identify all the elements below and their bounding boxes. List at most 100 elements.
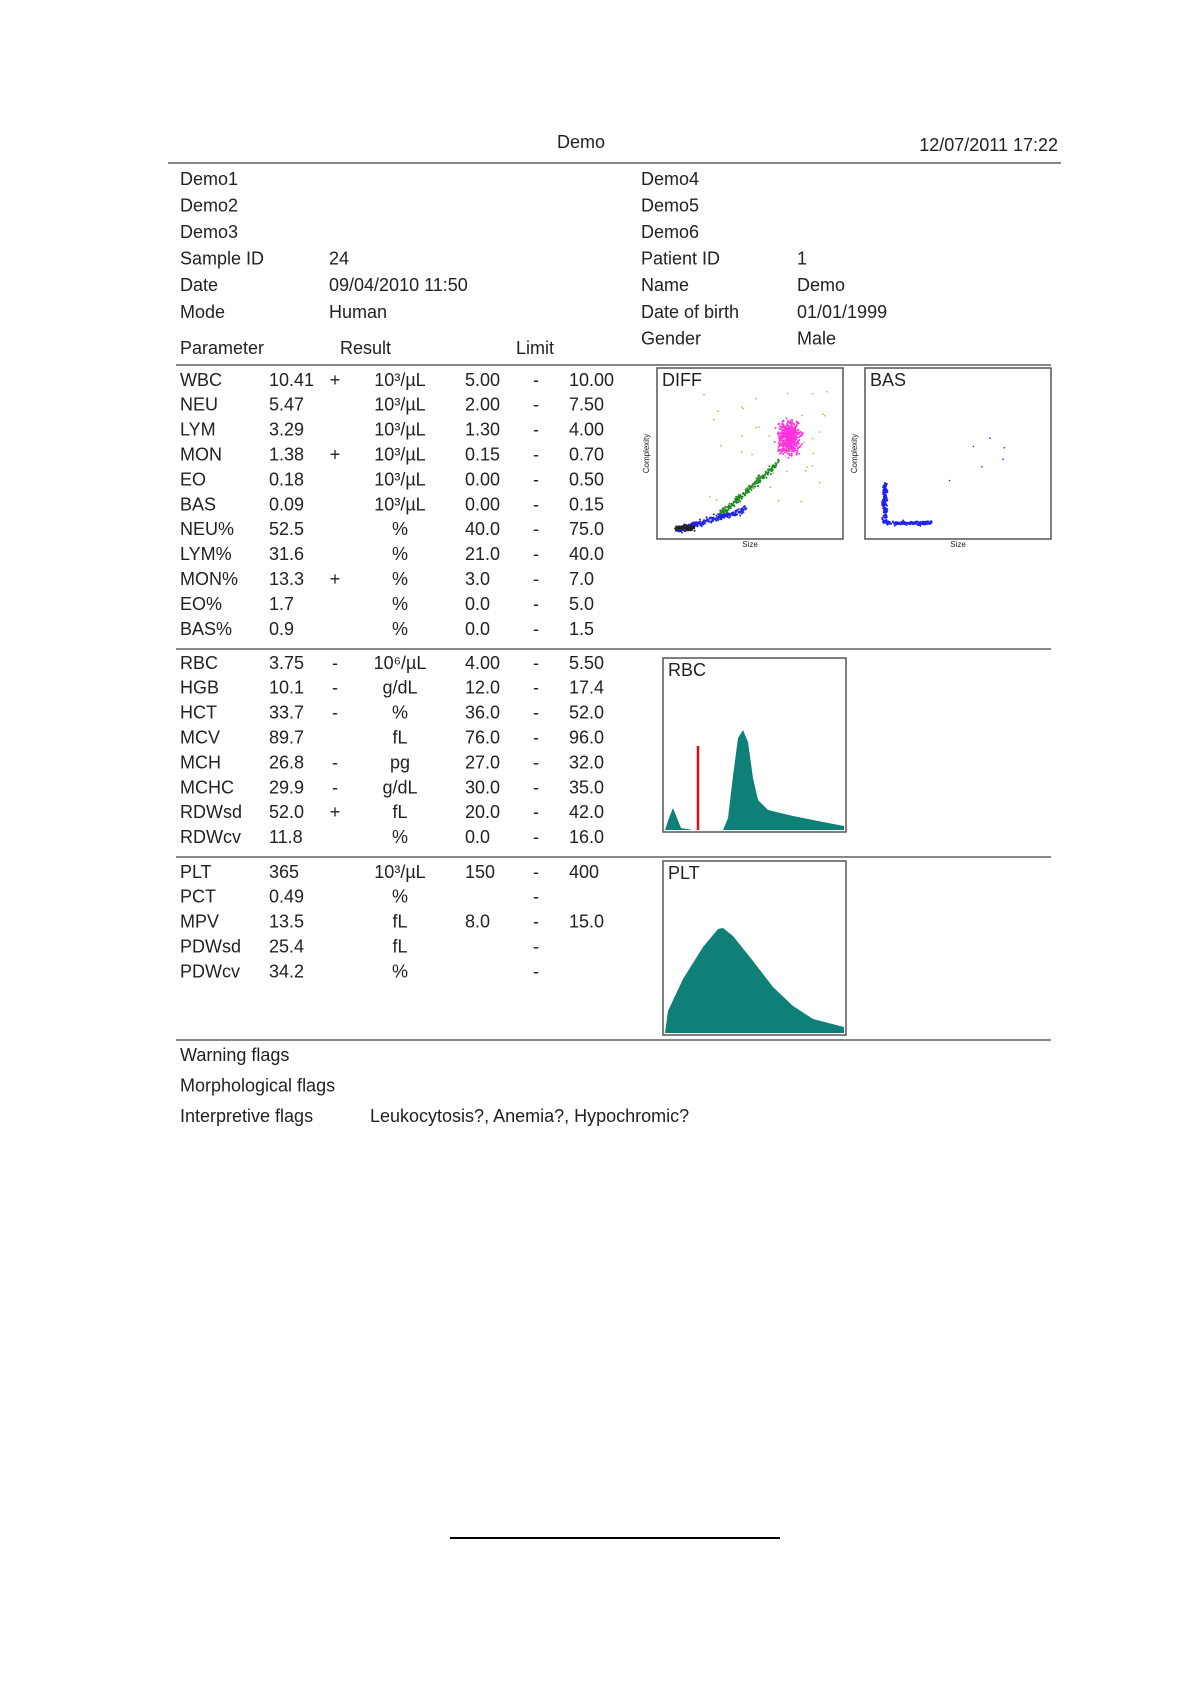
param-low: 0.00 [465, 469, 500, 489]
scatter-dot [739, 514, 742, 517]
scatter-dot [916, 523, 919, 526]
scatter-dot [685, 528, 688, 531]
scatter-dot [790, 454, 793, 457]
param-high: 400 [569, 862, 599, 882]
param-result: 0.49 [269, 887, 304, 907]
scatter-dot [702, 519, 705, 522]
scatter-dot [883, 486, 886, 489]
scatter-dot [759, 479, 762, 482]
scatter-dot [804, 469, 807, 472]
param-sep: - [533, 887, 539, 907]
scatter-dot [694, 524, 697, 527]
param-unit: % [392, 594, 408, 614]
scatter-dot [748, 484, 751, 487]
scatter-dot [739, 494, 742, 497]
scatter-dot [692, 527, 695, 529]
scatter-dot [791, 421, 794, 424]
info-value: 09/04/2010 11:50 [329, 275, 468, 295]
scatter-dot [777, 448, 780, 451]
scatter-dot [781, 429, 784, 432]
param-name: MCV [180, 727, 220, 747]
param-flag: - [332, 703, 338, 723]
scatter-dot [725, 508, 728, 511]
scatter-dot [885, 519, 888, 522]
param-sep: - [533, 494, 539, 514]
scatter-dot [727, 508, 730, 511]
scatter-dot [730, 504, 733, 507]
param-result: 34.2 [269, 961, 304, 981]
param-low: 21.0 [465, 544, 500, 564]
scatter-dot [884, 521, 887, 524]
param-high: 17.4 [569, 678, 604, 698]
scatter-dot [736, 495, 739, 498]
scatter-dot [726, 516, 729, 518]
scatter-dot [713, 517, 716, 520]
scatter-dot [893, 524, 896, 527]
scatter-dot [884, 493, 887, 496]
scatter-dot [989, 437, 991, 439]
scatter-dot [749, 487, 752, 490]
scatter-dot [826, 391, 828, 393]
param-unit: fL [392, 936, 407, 956]
scatter-dot [729, 515, 732, 518]
param-sep: - [533, 469, 539, 489]
plot-title: BAS [870, 370, 906, 390]
param-low: 1.30 [465, 420, 500, 440]
scatter-dot [735, 497, 737, 500]
param-low: 0.0 [465, 827, 490, 847]
param-high: 4.00 [569, 420, 604, 440]
scatter-dot [677, 530, 680, 533]
scatter-dot [780, 439, 783, 442]
param-low: 40.0 [465, 519, 500, 539]
param-high: 15.0 [569, 912, 604, 932]
scatter-dot [812, 452, 815, 455]
info-value: 01/01/1999 [797, 302, 887, 322]
param-unit: 10³/µL [374, 370, 425, 390]
param-result: 25.4 [269, 936, 304, 956]
scatter-dot [767, 471, 770, 474]
param-low: 76.0 [465, 727, 500, 747]
param-unit: g/dL [382, 678, 417, 698]
param-name: EO% [180, 594, 222, 614]
scatter-dot [786, 452, 789, 455]
scatter-dot [705, 516, 708, 519]
scatter-dot [729, 507, 732, 510]
scatter-dot [757, 485, 759, 487]
scatter-dot [774, 466, 776, 469]
scatter-dot [777, 445, 780, 448]
scatter-dot [785, 445, 787, 448]
scatter-dot [779, 425, 781, 428]
param-name: LYM [180, 420, 216, 440]
report-datetime: 12/07/2011 17:22 [919, 135, 1058, 155]
scatter-dot [981, 466, 983, 468]
scatter-dot [719, 511, 722, 514]
scatter-dot [754, 485, 757, 488]
scatter-dot [680, 527, 683, 529]
scatter-dot [727, 505, 730, 508]
scatter-dot [792, 431, 795, 434]
scatter-dot [710, 521, 713, 524]
scatter-dot [789, 441, 792, 444]
scatter-dot [701, 522, 704, 525]
scatter-dot [818, 481, 821, 484]
param-name: MON [180, 444, 222, 464]
scatter-dot [787, 447, 790, 450]
scatter-dot [786, 423, 789, 426]
scatter-dot [882, 507, 885, 510]
param-high: 5.0 [569, 594, 594, 614]
scatter-dot [781, 442, 783, 445]
scatter-dot [883, 519, 885, 522]
scatter-dot [784, 426, 787, 429]
scatter-dot [734, 511, 737, 514]
scatter-dot [801, 414, 803, 417]
scatter-dot [674, 527, 677, 530]
param-low: 150 [465, 862, 495, 882]
scatter-dot [709, 496, 711, 498]
scatter-dot [786, 436, 789, 439]
scatter-dot [758, 426, 760, 428]
scatter-dot [706, 518, 709, 521]
scatter-dot [886, 498, 889, 501]
param-low: 5.00 [465, 370, 500, 390]
scatter-dot [724, 510, 727, 513]
